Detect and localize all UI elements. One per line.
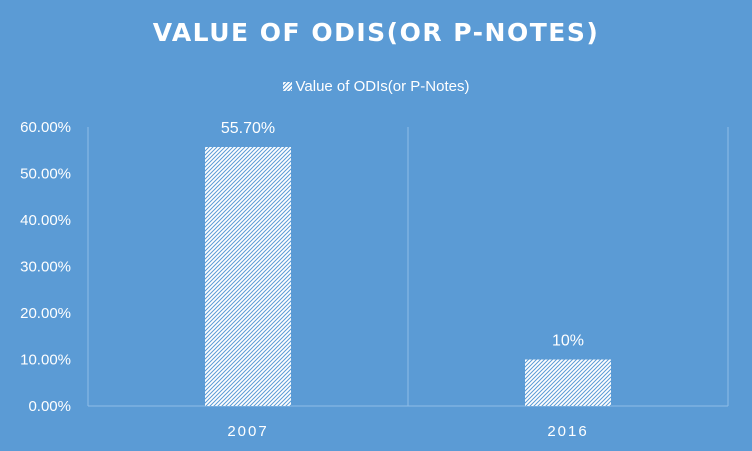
y-tick-label: 40.00% <box>20 212 71 229</box>
bars-group <box>205 146 611 406</box>
legend-label: Value of ODIs(or P-Notes) <box>295 78 470 95</box>
y-tick-label: 50.00% <box>20 166 71 183</box>
y-tick-label: 30.00% <box>20 259 71 276</box>
x-tick-label: 2007 <box>227 423 268 440</box>
y-tick-label: 0.00% <box>28 398 71 415</box>
bar <box>525 359 611 406</box>
y-tick-label: 20.00% <box>20 305 71 322</box>
chart-legend: Value of ODIs(or P-Notes) <box>0 78 752 95</box>
bar <box>205 146 291 406</box>
labels-group: 0.00% 10.00% 20.00% 30.00% 40.00% 50.00% 60.00… <box>20 119 588 440</box>
y-tick-label: 60.00% <box>20 119 71 136</box>
axes-group <box>87 127 729 407</box>
data-label: 10% <box>552 333 584 350</box>
data-label: 55.70% <box>221 120 275 137</box>
y-tick-label: 10.00% <box>20 352 71 369</box>
chart-title: VALUE OF ODIS(OR P-NOTES) <box>152 18 600 47</box>
legend-swatch <box>282 82 292 91</box>
x-tick-label: 2016 <box>547 423 588 440</box>
